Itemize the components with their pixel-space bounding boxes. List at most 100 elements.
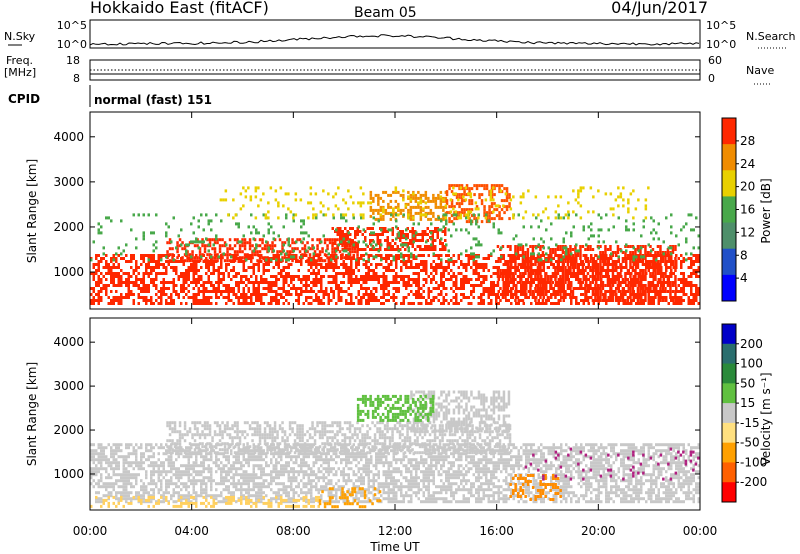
range-gate-cell <box>504 192 508 196</box>
range-gate-cell <box>677 290 680 293</box>
range-gate-cell <box>150 272 153 275</box>
range-gate-cell <box>300 263 303 266</box>
range-gate-cell <box>634 263 637 266</box>
range-gate-cell <box>287 302 290 305</box>
range-gate-cell <box>632 255 635 259</box>
range-gate-cell <box>437 216 440 220</box>
range-gate-cell <box>274 198 278 202</box>
range-gate-cell <box>669 266 672 269</box>
range-gate-cell <box>232 257 235 260</box>
range-gate-cell <box>100 458 103 462</box>
range-gate-cell <box>407 281 410 284</box>
range-gate-cell <box>150 455 153 459</box>
range-gate-cell <box>225 266 228 269</box>
range-gate-cell <box>637 284 640 287</box>
range-gate-cell <box>369 205 373 209</box>
range-gate-cell <box>402 208 405 212</box>
range-gate-cell <box>152 302 155 305</box>
range-gate-cell <box>310 272 313 275</box>
range-gate-cell <box>262 266 265 269</box>
range-gate-cell <box>92 452 95 456</box>
range-gate-cell <box>421 230 424 233</box>
range-gate-cell <box>697 302 700 305</box>
range-gate-cell <box>506 272 510 275</box>
range-gate-cell <box>661 257 665 260</box>
range-gate-cell <box>487 269 490 272</box>
range-gate-cell <box>452 263 455 266</box>
range-gate-cell <box>489 192 493 196</box>
range-gate-cell <box>137 473 140 477</box>
range-gate-cell <box>242 296 245 299</box>
range-gate-cell <box>394 199 398 203</box>
range-gate-cell <box>193 256 197 260</box>
range-gate-cell <box>682 293 685 296</box>
range-gate-cell <box>654 272 657 275</box>
range-gate-cell <box>584 287 587 290</box>
range-gate-cell <box>140 467 143 471</box>
range-gate-cell <box>657 302 660 305</box>
range-gate-cell <box>292 278 295 281</box>
range-gate-cell <box>667 302 670 305</box>
range-gate-cell <box>477 216 480 220</box>
range-gate-cell <box>669 287 672 290</box>
range-gate-cell <box>664 287 667 290</box>
range-gate-cell <box>339 227 342 230</box>
range-gate-cell <box>599 299 602 302</box>
range-gate-cell <box>222 284 225 287</box>
range-gate-cell <box>435 296 438 299</box>
range-gate-cell <box>215 302 218 305</box>
range-gate-cell <box>281 256 284 260</box>
range-gate-cell <box>537 258 540 262</box>
range-gate-cell <box>555 290 558 293</box>
range-gate-cell <box>225 296 228 299</box>
range-gate-cell <box>341 242 344 245</box>
range-gate-cell <box>695 257 698 260</box>
range-gate-cell <box>110 260 113 263</box>
colorbar-swatch <box>722 274 736 302</box>
range-gate-cell <box>197 219 200 223</box>
range-gate-cell <box>566 287 570 290</box>
range-gate-cell <box>242 290 245 293</box>
range-gate-cell <box>150 260 153 263</box>
range-gate-cell <box>271 244 274 248</box>
range-gate-cell <box>697 246 700 250</box>
range-gate-cell <box>595 272 598 275</box>
range-gate-cell <box>477 225 480 229</box>
range-gate-cell <box>646 290 650 293</box>
range-gate-cell <box>534 263 537 266</box>
range-gate-cell <box>636 263 640 266</box>
range-gate-cell <box>682 272 685 275</box>
range-gate-cell <box>405 281 408 284</box>
range-gate-cell <box>572 263 575 266</box>
range-gate-cell <box>177 275 180 278</box>
range-gate-cell <box>177 497 180 501</box>
range-gate-cell <box>384 208 388 212</box>
range-gate-cell <box>480 193 484 197</box>
range-gate-cell <box>435 254 438 257</box>
range-gate-cell <box>391 230 394 233</box>
range-gate-cell <box>360 257 363 260</box>
range-gate-cell <box>477 284 480 287</box>
range-gate-cell <box>176 247 179 251</box>
range-gate-cell <box>372 269 375 272</box>
range-gate-cell <box>350 260 353 263</box>
range-gate-cell <box>192 269 195 272</box>
range-gate-cell <box>614 269 617 272</box>
range-gate-cell <box>90 452 93 456</box>
range-gate-cell <box>454 210 458 214</box>
range-gate-cell <box>266 256 269 260</box>
range-gate-cell <box>587 210 590 214</box>
range-gate-cell <box>640 246 643 250</box>
range-gate-cell <box>341 253 344 257</box>
range-gate-cell <box>277 287 280 290</box>
range-gate-cell <box>155 213 158 217</box>
range-gate-cell <box>549 278 552 281</box>
range-gate-cell <box>125 272 128 275</box>
range-gate-cell <box>342 272 345 275</box>
range-gate-cell <box>162 263 165 266</box>
range-gate-cell <box>669 284 672 287</box>
range-gate-cell <box>297 275 300 278</box>
range-gate-cell <box>367 302 370 305</box>
range-gate-cell <box>350 296 353 299</box>
range-gate-cell <box>450 258 453 262</box>
